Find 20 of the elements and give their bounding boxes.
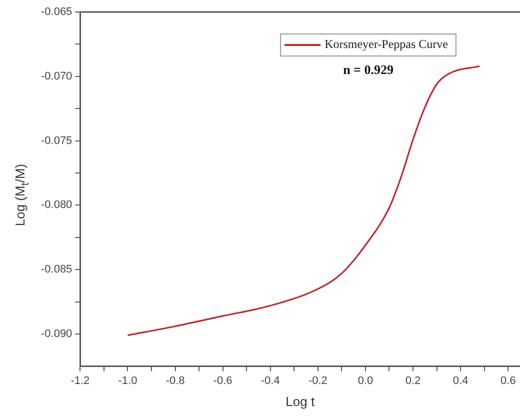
legend-label: Korsmeyer-Peppas Curve	[324, 37, 448, 52]
y-tick-label: -0.080	[40, 199, 72, 212]
x-tick-label: -0.8	[166, 374, 185, 387]
y-tick-label: -0.090	[40, 328, 72, 340]
x-tick-label: -0.4	[260, 374, 280, 387]
line-series	[126, 65, 480, 336]
x-axis-title: Log t	[286, 394, 315, 409]
x-tick-label: 0.4	[452, 374, 468, 387]
x-tick-label: -1.0	[118, 374, 138, 387]
x-tick-label: -1.2	[70, 374, 90, 387]
x-tick-label: 0.2	[405, 374, 421, 387]
y-tick-label: -0.085	[40, 264, 72, 276]
x-tick-label: 0.6	[500, 374, 516, 387]
annotation: n = 0.929	[343, 62, 394, 77]
y-tick-label: -0.070	[40, 70, 72, 82]
x-tick-label: -0.6	[213, 374, 232, 387]
y-tick-label: -0.075	[40, 134, 72, 147]
x-tick-label: 0.0	[358, 374, 374, 387]
x-tick-label: -0.2	[308, 374, 328, 387]
y-tick-label: -0.065	[40, 6, 72, 18]
